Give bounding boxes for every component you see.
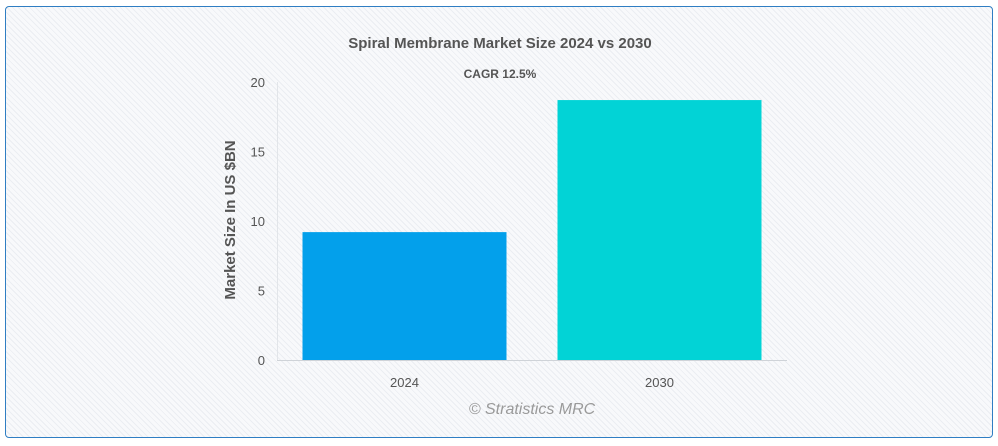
bars-group (302, 100, 762, 360)
chart-title: Spiral Membrane Market Size 2024 vs 2030 (348, 35, 652, 52)
y-axis-ticks: 0 5 10 15 20 (251, 75, 265, 368)
y-tick-label: 5 (258, 284, 265, 299)
x-axis-ticks: 2024 2030 (390, 375, 674, 390)
bar-2030 (557, 100, 762, 360)
chart-frame (5, 6, 993, 438)
y-tick-label: 20 (251, 75, 265, 90)
chart-subtitle: CAGR 12.5% (464, 67, 537, 81)
credit-watermark: © Stratistics MRC (469, 401, 596, 418)
y-tick-label: 15 (251, 145, 265, 160)
bar-2024 (302, 232, 507, 360)
x-tick-label: 2030 (645, 375, 674, 390)
x-tick-label: 2024 (390, 375, 419, 390)
y-tick-label: 0 (258, 353, 265, 368)
y-tick-label: 10 (251, 214, 265, 229)
y-axis-label: Market Size In US $BN (222, 140, 239, 299)
